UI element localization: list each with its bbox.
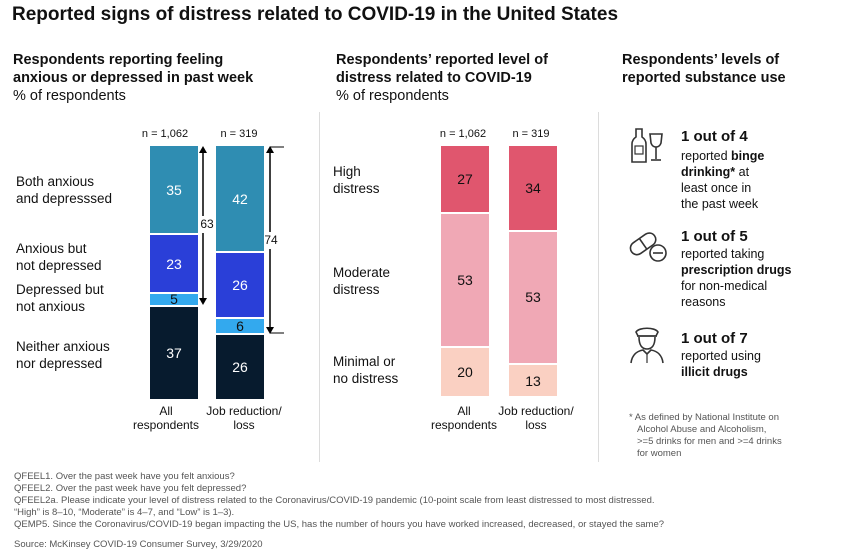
stat-binge-drinking: 1 out of 4 (681, 128, 748, 145)
left-panel-heading-line2: anxious or depressed in past week (13, 70, 254, 86)
bar-segment-both-0: 35 (150, 146, 198, 234)
bar-segment-depressed-1: 6 (216, 318, 264, 334)
bar-segment-depressed-0: 5 (150, 291, 198, 307)
sample-size-mid-all: n = 1,062 (439, 128, 487, 140)
left-panel-subheading: % of respondents (13, 88, 126, 104)
bar-segment-high-0: 27 (441, 146, 489, 213)
bar-segment-moderate-1: 53 (509, 231, 557, 364)
middle-panel-heading-line1: Respondents’ reported level of (336, 52, 548, 68)
bar-segment-high-1: 34 (509, 146, 557, 230)
x-label-left-all: All respondents (132, 404, 200, 432)
police-officer-icon (630, 327, 664, 364)
x-label-mid-job: Job reduction/loss (498, 404, 574, 432)
footer-source: Source: McKinsey COVID-19 Consumer Surve… (14, 539, 263, 550)
divider-right (598, 112, 599, 462)
right-panel-heading-line2: reported substance use (622, 70, 786, 86)
bar-segment-neither-1: 26 (216, 334, 264, 399)
bar-segment-anxious-0: 23 (150, 235, 198, 292)
stat-prescription-drugs-text: reported taking prescription drugs for n… (681, 247, 792, 309)
footnote-definition: * As defined by National Institute on Al… (629, 412, 782, 459)
stat-binge-drinking-text: reported binge drinking* at least once i… (681, 149, 765, 211)
bar-segment-moderate-0: 53 (441, 214, 489, 346)
sample-size-left-all: n = 1,062 (141, 128, 189, 140)
wine-bottle-glass-icon (631, 128, 663, 163)
label-both-anxious-depressed: Both anxious and depresssed (16, 174, 113, 206)
stat-prescription-drugs: 1 out of 5 (681, 228, 748, 245)
bar-segment-minimal-0: 20 (441, 347, 489, 396)
right-panel-heading-line1: Respondents’ levels of (622, 52, 780, 68)
middle-panel-subheading: % of respondents (336, 88, 449, 104)
left-panel-heading-line1: Respondents reporting feeling (13, 52, 224, 68)
bracket-63-label: 63 (196, 216, 218, 233)
label-minimal-distress: Minimal or no distress (333, 354, 399, 386)
stat-illicit-drugs: 1 out of 7 (681, 330, 748, 347)
label-neither: Neither anxious nor depressed (16, 339, 110, 371)
middle-panel-heading-line2: distress related to COVID-19 (336, 70, 532, 86)
bar-segment-both-1: 42 (216, 146, 264, 252)
pills-icon (629, 232, 667, 262)
label-high-distress: High distress (333, 164, 380, 196)
bar-segment-anxious-1: 26 (216, 253, 264, 318)
stat-illicit-drugs-text: reported using illicit drugs (681, 349, 761, 379)
label-moderate-distress: Moderate distress (333, 265, 391, 297)
page-title: Reported signs of distress related to CO… (12, 4, 619, 25)
label-anxious-not-depressed: Anxious but not depressed (16, 241, 102, 273)
x-label-mid-all: All respondents (430, 404, 498, 432)
sample-size-left-job: n = 319 (220, 128, 258, 140)
bar-segment-neither-0: 37 (150, 306, 198, 399)
sample-size-mid-job: n = 319 (512, 128, 550, 140)
bracket-74-label: 74 (260, 232, 282, 249)
bar-segment-minimal-1: 13 (509, 365, 557, 396)
x-label-left-job: Job reduction/loss (206, 404, 282, 432)
label-depressed-not-anxious: Depressed but not anxious (16, 282, 104, 314)
footer-questions: QFEEL1. Over the past week have you felt… (14, 471, 665, 530)
divider-left (319, 112, 320, 462)
